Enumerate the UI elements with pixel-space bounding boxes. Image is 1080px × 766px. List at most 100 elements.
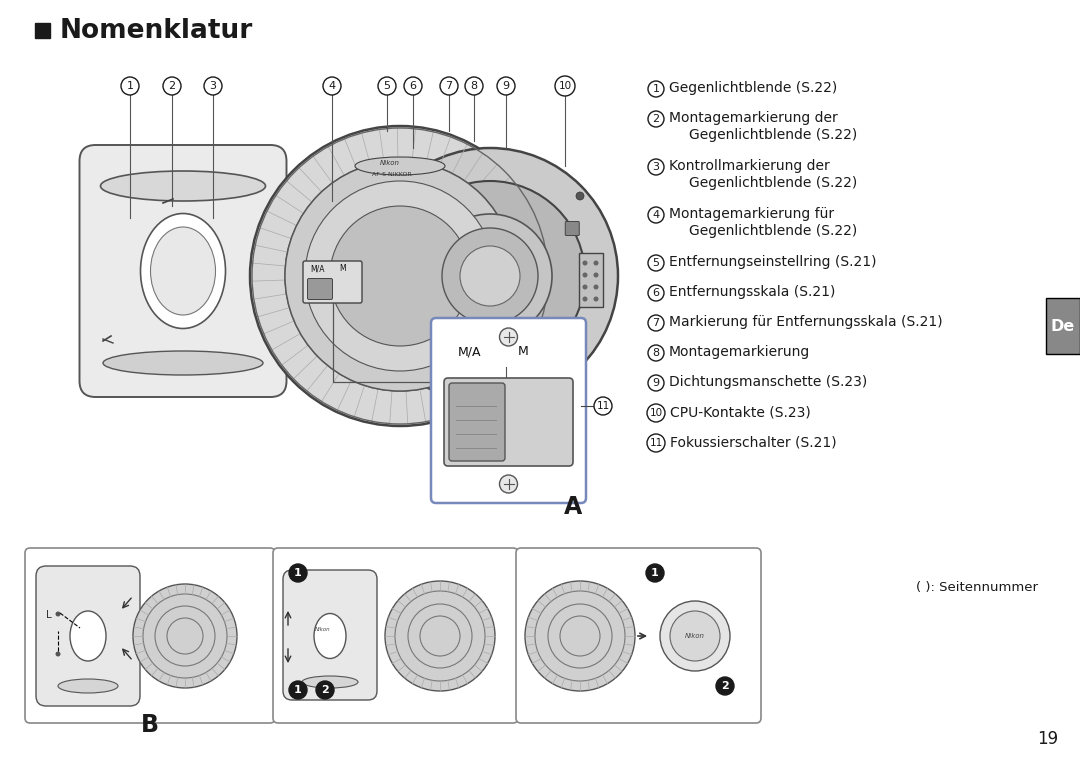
Text: 19: 19 xyxy=(1038,730,1058,748)
Circle shape xyxy=(648,81,664,97)
Text: 6: 6 xyxy=(652,288,660,298)
Circle shape xyxy=(594,260,598,266)
Text: Montagemarkierung für: Montagemarkierung für xyxy=(669,207,834,221)
Text: 2: 2 xyxy=(321,685,329,695)
Text: 1: 1 xyxy=(294,568,302,578)
Text: M: M xyxy=(518,345,529,358)
FancyBboxPatch shape xyxy=(1047,298,1080,354)
Circle shape xyxy=(285,161,515,391)
Ellipse shape xyxy=(355,157,445,175)
Text: 10: 10 xyxy=(649,408,662,418)
FancyBboxPatch shape xyxy=(36,566,140,706)
Circle shape xyxy=(582,260,588,266)
Circle shape xyxy=(121,77,139,95)
Circle shape xyxy=(646,564,664,582)
Circle shape xyxy=(378,77,396,95)
Circle shape xyxy=(647,404,665,422)
Circle shape xyxy=(670,611,720,661)
Circle shape xyxy=(648,315,664,331)
Circle shape xyxy=(525,581,635,691)
Text: Fokussierschalter (S.21): Fokussierschalter (S.21) xyxy=(670,435,837,449)
Text: 6: 6 xyxy=(409,81,417,91)
Circle shape xyxy=(442,228,538,324)
Circle shape xyxy=(395,181,585,371)
Text: L: L xyxy=(46,610,52,620)
Circle shape xyxy=(647,434,665,452)
Circle shape xyxy=(55,611,60,617)
Text: 8: 8 xyxy=(652,348,660,358)
Text: 11: 11 xyxy=(596,401,609,411)
Text: 5: 5 xyxy=(652,258,660,268)
FancyBboxPatch shape xyxy=(483,364,497,378)
Ellipse shape xyxy=(302,676,357,688)
Text: M/A: M/A xyxy=(310,264,324,273)
Circle shape xyxy=(500,475,517,493)
Circle shape xyxy=(594,296,598,302)
Text: 9: 9 xyxy=(652,378,660,388)
Ellipse shape xyxy=(100,171,266,201)
Text: Markierung für Entfernungsskala (S.21): Markierung für Entfernungsskala (S.21) xyxy=(669,315,943,329)
Text: 3: 3 xyxy=(210,81,216,91)
Circle shape xyxy=(289,681,307,699)
Circle shape xyxy=(648,345,664,361)
Circle shape xyxy=(582,296,588,302)
Text: 1: 1 xyxy=(126,81,134,91)
Ellipse shape xyxy=(314,614,346,659)
Text: Gegenlichtblende (S.22): Gegenlichtblende (S.22) xyxy=(689,224,858,238)
FancyBboxPatch shape xyxy=(25,548,275,723)
Circle shape xyxy=(404,77,422,95)
Circle shape xyxy=(460,246,519,306)
Circle shape xyxy=(362,148,618,404)
Text: Dichtungsmanschette (S.23): Dichtungsmanschette (S.23) xyxy=(669,375,867,389)
Text: 7: 7 xyxy=(652,318,660,328)
Circle shape xyxy=(594,284,598,290)
Circle shape xyxy=(648,285,664,301)
Circle shape xyxy=(316,681,334,699)
Text: Entfernungsskala (S.21): Entfernungsskala (S.21) xyxy=(669,285,835,299)
FancyBboxPatch shape xyxy=(565,221,579,235)
Circle shape xyxy=(582,284,588,290)
Circle shape xyxy=(163,77,181,95)
Text: Nikon: Nikon xyxy=(380,160,400,166)
Circle shape xyxy=(660,601,730,671)
Text: Nomenklatur: Nomenklatur xyxy=(60,18,253,44)
Text: Gegenlichtblende (S.22): Gegenlichtblende (S.22) xyxy=(669,81,837,95)
Text: Nikon: Nikon xyxy=(685,633,705,639)
Circle shape xyxy=(576,192,584,200)
Text: AF-S NIKKOR: AF-S NIKKOR xyxy=(372,172,411,177)
Text: Entfernungseinstellring (S.21): Entfernungseinstellring (S.21) xyxy=(669,255,877,269)
Circle shape xyxy=(384,581,495,691)
Text: 7: 7 xyxy=(445,81,453,91)
Text: 1: 1 xyxy=(652,84,660,94)
Circle shape xyxy=(648,111,664,127)
FancyBboxPatch shape xyxy=(283,570,377,700)
Circle shape xyxy=(55,652,60,656)
Circle shape xyxy=(249,126,550,426)
Circle shape xyxy=(323,77,341,95)
Text: 4: 4 xyxy=(652,210,660,220)
Circle shape xyxy=(305,181,495,371)
Text: B: B xyxy=(141,713,159,737)
Circle shape xyxy=(555,76,575,96)
Text: 2: 2 xyxy=(721,681,729,691)
Text: M: M xyxy=(339,264,346,273)
Text: 4: 4 xyxy=(328,81,336,91)
FancyBboxPatch shape xyxy=(401,221,415,235)
Text: 10: 10 xyxy=(558,81,571,91)
Circle shape xyxy=(133,584,237,688)
Circle shape xyxy=(497,77,515,95)
Ellipse shape xyxy=(58,679,118,693)
Circle shape xyxy=(648,375,664,391)
Text: 2: 2 xyxy=(652,114,660,124)
Circle shape xyxy=(330,206,470,346)
Text: De: De xyxy=(1051,319,1075,333)
Circle shape xyxy=(594,397,612,415)
Text: Gegenlichtblende (S.22): Gegenlichtblende (S.22) xyxy=(689,176,858,190)
Circle shape xyxy=(428,214,552,338)
Text: 3: 3 xyxy=(652,162,660,172)
Text: 2: 2 xyxy=(168,81,176,91)
Text: ( ): Seitennummer: ( ): Seitennummer xyxy=(916,581,1038,594)
FancyBboxPatch shape xyxy=(308,279,333,300)
Text: 9: 9 xyxy=(502,81,510,91)
Circle shape xyxy=(594,273,598,277)
